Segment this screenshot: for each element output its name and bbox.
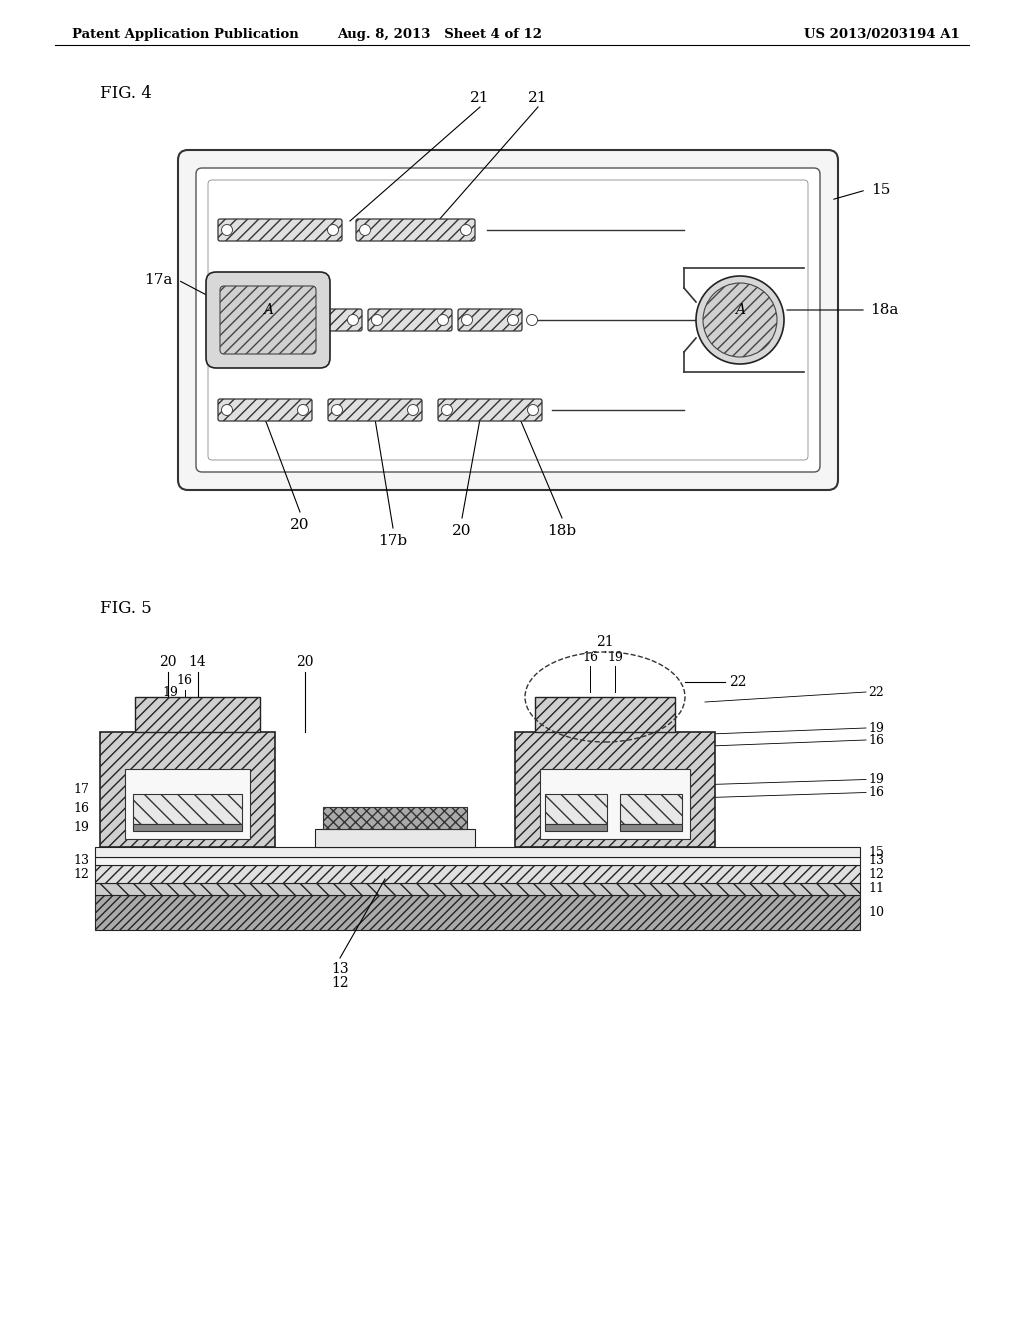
Bar — [620, 795, 682, 824]
Circle shape — [527, 404, 539, 416]
FancyBboxPatch shape — [208, 180, 808, 459]
Text: FIG. 5: FIG. 5 — [100, 601, 152, 616]
Circle shape — [462, 314, 472, 326]
Circle shape — [508, 314, 518, 326]
Text: 16: 16 — [73, 803, 89, 816]
Circle shape — [372, 314, 383, 326]
Text: A: A — [735, 304, 745, 317]
Text: 16: 16 — [868, 785, 884, 799]
Bar — [95, 847, 860, 857]
Bar — [323, 807, 467, 829]
Text: 13: 13 — [73, 854, 89, 867]
FancyBboxPatch shape — [356, 219, 475, 242]
Text: 13: 13 — [331, 962, 349, 975]
FancyBboxPatch shape — [278, 309, 362, 331]
Text: 19: 19 — [73, 821, 89, 834]
Text: 22: 22 — [729, 675, 746, 689]
Text: 21: 21 — [528, 91, 548, 106]
Text: 13: 13 — [868, 854, 884, 867]
FancyBboxPatch shape — [206, 272, 330, 368]
Bar — [133, 795, 242, 824]
Text: 12: 12 — [331, 975, 349, 990]
Text: 16: 16 — [868, 734, 884, 747]
Text: 17b: 17b — [379, 535, 408, 548]
Text: 14: 14 — [188, 655, 207, 669]
Circle shape — [332, 404, 342, 416]
Circle shape — [461, 224, 471, 235]
Circle shape — [282, 314, 293, 326]
Bar — [95, 865, 860, 883]
Bar — [315, 829, 475, 847]
FancyBboxPatch shape — [328, 399, 422, 421]
Text: A: A — [263, 304, 273, 317]
FancyBboxPatch shape — [368, 309, 452, 331]
Circle shape — [437, 314, 449, 326]
Text: 19: 19 — [163, 686, 178, 700]
Text: 20: 20 — [296, 655, 313, 669]
Bar — [133, 824, 242, 832]
Circle shape — [441, 404, 453, 416]
Circle shape — [298, 404, 308, 416]
Circle shape — [703, 282, 777, 356]
Bar — [545, 824, 607, 832]
Text: 17: 17 — [73, 783, 89, 796]
Circle shape — [696, 276, 784, 364]
Circle shape — [221, 224, 232, 235]
Text: 21: 21 — [596, 635, 613, 649]
Text: 20: 20 — [159, 655, 176, 669]
Bar — [545, 795, 607, 824]
Bar — [540, 770, 690, 840]
FancyBboxPatch shape — [458, 309, 522, 331]
Text: 21: 21 — [470, 91, 489, 106]
Text: 16: 16 — [582, 651, 598, 664]
Circle shape — [359, 224, 371, 235]
Text: 18a: 18a — [870, 304, 898, 317]
Text: Aug. 8, 2013   Sheet 4 of 12: Aug. 8, 2013 Sheet 4 of 12 — [338, 28, 543, 41]
Circle shape — [328, 224, 339, 235]
Text: US 2013/0203194 A1: US 2013/0203194 A1 — [804, 28, 961, 41]
Circle shape — [221, 404, 232, 416]
Text: 16: 16 — [176, 675, 193, 686]
Text: Patent Application Publication: Patent Application Publication — [72, 28, 299, 41]
Text: 19: 19 — [607, 651, 623, 664]
FancyBboxPatch shape — [218, 219, 342, 242]
Circle shape — [408, 404, 419, 416]
Text: FIG. 4: FIG. 4 — [100, 84, 152, 102]
Text: 11: 11 — [868, 883, 884, 895]
Text: 19: 19 — [868, 722, 884, 734]
Text: 20: 20 — [290, 517, 309, 532]
Bar — [95, 883, 860, 895]
Text: 15: 15 — [868, 846, 884, 858]
Bar — [535, 697, 675, 733]
Text: 17a: 17a — [144, 273, 173, 286]
Bar — [95, 857, 860, 865]
Text: 12: 12 — [73, 867, 89, 880]
Bar — [515, 733, 715, 847]
Text: 18b: 18b — [548, 524, 577, 539]
Bar — [100, 733, 275, 847]
FancyBboxPatch shape — [196, 168, 820, 473]
Bar — [620, 824, 682, 832]
Text: 12: 12 — [868, 867, 884, 880]
Text: 19: 19 — [868, 774, 884, 785]
Circle shape — [347, 314, 358, 326]
FancyBboxPatch shape — [220, 286, 316, 354]
FancyBboxPatch shape — [218, 399, 312, 421]
FancyBboxPatch shape — [178, 150, 838, 490]
Bar — [125, 770, 250, 840]
Text: 10: 10 — [868, 906, 884, 919]
Text: 20: 20 — [453, 524, 472, 539]
Bar — [135, 697, 260, 733]
FancyBboxPatch shape — [438, 399, 542, 421]
Circle shape — [526, 314, 538, 326]
Text: 15: 15 — [871, 183, 891, 197]
Bar — [95, 895, 860, 931]
Text: 22: 22 — [868, 685, 884, 698]
